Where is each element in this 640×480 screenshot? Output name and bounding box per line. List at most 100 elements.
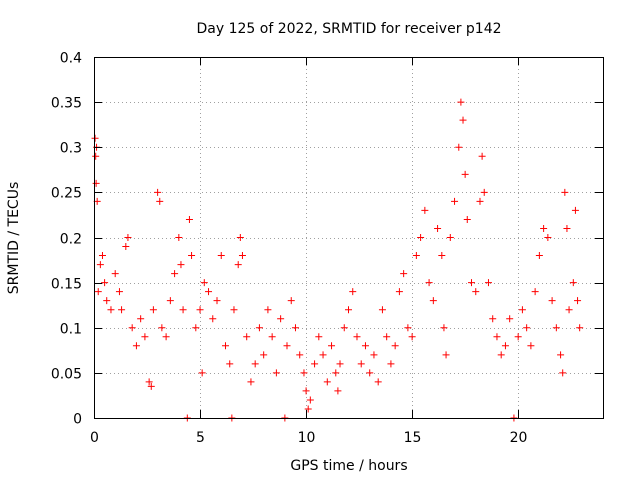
data-point (185, 215, 193, 223)
data-point (156, 197, 164, 205)
data-point (421, 206, 429, 214)
data-point (357, 360, 365, 368)
data-point (323, 378, 331, 386)
data-point (272, 369, 280, 377)
data-point (149, 306, 157, 314)
data-point (571, 206, 579, 214)
data-point (311, 360, 319, 368)
data-point (328, 342, 336, 350)
y-tick-label: 0.15 (51, 277, 82, 293)
data-point (147, 382, 155, 390)
data-point (425, 279, 433, 287)
data-point (429, 297, 437, 305)
x-tick-label: 10 (298, 430, 316, 446)
y-axis-label: SRMTID / TECUs (6, 182, 22, 295)
axis-ticks: 0 0.05 0.1 0.15 0.2 0.25 0.3 0.35 0.4 0 5 10 15 20 (51, 51, 603, 446)
data-point (101, 279, 109, 287)
x-tick-label: 5 (196, 430, 205, 446)
data-point (438, 252, 446, 260)
x-axis-label: GPS time / hours (290, 458, 407, 474)
x-tick-label: 15 (404, 430, 422, 446)
data-point (319, 351, 327, 359)
data-point (345, 306, 352, 314)
data-point (446, 234, 454, 241)
data-point (569, 279, 577, 287)
data-point (544, 234, 552, 241)
data-point (461, 170, 469, 178)
data-point (366, 369, 374, 377)
y-tick-label: 0.4 (60, 51, 82, 67)
data-point (480, 188, 488, 196)
data-point (387, 360, 395, 368)
data-point (118, 306, 126, 314)
data-point (103, 297, 111, 305)
data-point (287, 297, 295, 305)
data-point (179, 306, 187, 314)
data-point (124, 234, 132, 241)
data-point (527, 342, 535, 350)
data-point (417, 234, 425, 241)
data-point (531, 288, 539, 296)
data-point (548, 297, 556, 305)
data-point (478, 152, 486, 160)
data-point (559, 369, 567, 377)
data-point (489, 315, 497, 323)
data-point (283, 342, 291, 350)
data-point (94, 288, 102, 296)
data-point (535, 252, 543, 260)
data-point (238, 252, 246, 260)
data-point (92, 152, 100, 160)
data-point (205, 288, 213, 296)
data-point (457, 98, 465, 106)
data-point (188, 252, 196, 260)
data-point (154, 188, 162, 196)
data-point (255, 324, 263, 332)
data-point (518, 306, 526, 314)
data-point (349, 288, 357, 296)
y-tick-label: 0.1 (60, 322, 82, 338)
x-tick-label: 0 (90, 430, 99, 446)
data-point (370, 351, 378, 359)
data-point (166, 297, 174, 305)
y-tick-label: 0.35 (51, 96, 82, 112)
data-point (171, 270, 179, 278)
data-point (192, 324, 200, 332)
data-point (383, 333, 391, 341)
data-point (137, 315, 145, 323)
data-point (497, 351, 505, 359)
grid-lines (94, 57, 603, 418)
data-point (98, 252, 106, 260)
data-point (226, 360, 234, 368)
data-point (200, 279, 208, 287)
data-point (574, 297, 582, 305)
data-point (576, 324, 584, 332)
y-tick-label: 0.25 (51, 186, 82, 202)
data-point (374, 378, 382, 386)
y-tick-label: 0 (73, 412, 82, 428)
data-point (304, 405, 312, 413)
data-point (400, 270, 408, 278)
data-point (111, 270, 119, 278)
data-point (91, 134, 99, 142)
data-point (412, 252, 420, 260)
data-point (404, 324, 412, 332)
data-point (196, 306, 204, 314)
data-point (268, 333, 276, 341)
data-point (463, 215, 471, 223)
data-point (247, 378, 255, 386)
data-point (514, 333, 522, 341)
data-point (315, 333, 323, 341)
data-point (540, 224, 548, 232)
data-point (455, 143, 463, 151)
data-point (300, 369, 308, 377)
data-point (132, 342, 140, 350)
data-point (552, 324, 560, 332)
data-point (177, 261, 185, 269)
chart-title: Day 125 of 2022, SRMTID for receiver p14… (196, 21, 501, 37)
data-point (213, 297, 221, 305)
data-point (264, 306, 272, 314)
data-point (563, 224, 571, 232)
data-point (234, 261, 242, 269)
data-point (209, 315, 217, 323)
